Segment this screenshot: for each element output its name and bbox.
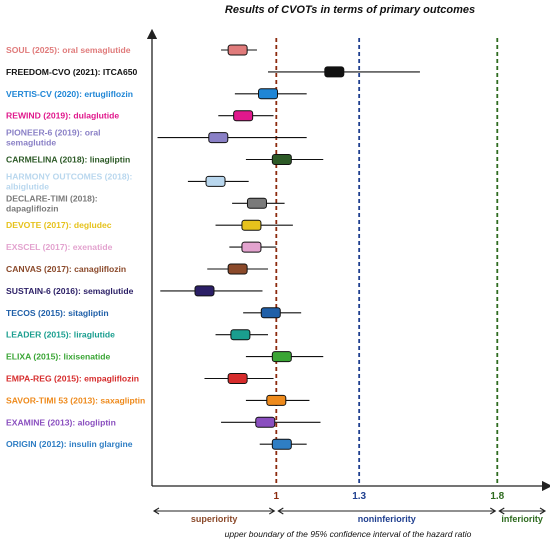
- trial-row: SUSTAIN-6 (2016): semaglutide: [6, 285, 263, 297]
- region-bracket-left-arrow: [152, 507, 160, 515]
- trial-label: EXAMINE (2013): alogliptin: [6, 417, 116, 427]
- trial-row: REWIND (2019): dulaglutide: [6, 110, 274, 122]
- trial-hr-box: [205, 175, 226, 187]
- region-bracket-left-arrow: [277, 507, 284, 515]
- trial-label: EXSCEL (2017): exenatide: [6, 242, 113, 252]
- region-label: inferiority: [501, 514, 543, 524]
- trial-hr-box: [241, 219, 262, 231]
- region-brackets: superiority noninferiority inferiority: [152, 507, 547, 524]
- trial-label: DECLARE-TIMI (2018): dapagliflozin: [6, 193, 98, 213]
- trial-hr-box: [255, 416, 276, 428]
- trial-label: EMPA-REG (2015): empagliflozin: [6, 374, 139, 384]
- trial-row: CANVAS (2017): canagliflozin: [6, 263, 269, 275]
- trial-hr-box: [271, 438, 292, 450]
- axes: [146, 28, 550, 492]
- trial-hr-box: [227, 373, 248, 384]
- trial-hr-box: [233, 110, 254, 122]
- trial-hr-box: [246, 197, 267, 209]
- region-label: noninferiority: [358, 514, 416, 524]
- trial-row: EXSCEL (2017): exenatide: [6, 241, 277, 253]
- trial-label: VERTIS-CV (2020): ertugliflozin: [6, 89, 133, 99]
- reference-line-label-0: 1: [274, 491, 280, 502]
- trial-hr-box: [258, 88, 279, 100]
- trial-label: ORIGIN (2012): insulin glargine: [6, 439, 133, 449]
- trial-row: FREEDOM-CVO (2021): ITCA650: [6, 66, 420, 78]
- region-bracket-right-arrow: [489, 507, 497, 515]
- trial-label: ELIXA (2015): lixisenatide: [6, 352, 110, 362]
- trial-label: SUSTAIN-6 (2016): semaglutide: [6, 286, 134, 296]
- trial-row: PIONEER-6 (2019): oral semaglutide: [6, 128, 307, 148]
- trial-row: EXAMINE (2013): alogliptin: [6, 416, 321, 428]
- trial-hr-box: [271, 154, 292, 165]
- trial-hr-box: [194, 285, 215, 297]
- trial-label: PIONEER-6 (2019): oral semaglutide: [6, 128, 101, 148]
- trial-label: SOUL (2025): oral semaglutide: [6, 45, 131, 55]
- trial-row: HARMONY OUTCOMES (2018): albiglutide: [6, 171, 249, 191]
- trial-row: LEADER (2015): liraglutide: [6, 329, 269, 341]
- reference-line-label-1: 1.3: [352, 491, 366, 502]
- trial-hr-box: [227, 263, 248, 275]
- trial-label: LEADER (2015): liraglutide: [6, 330, 115, 340]
- trial-label: SAVOR-TIMI 53 (2013): saxagliptin: [6, 395, 145, 405]
- trial-label: REWIND (2019): dulaglutide: [6, 111, 119, 121]
- region-label: superiority: [191, 514, 238, 524]
- trial-row: TECOS (2015): sitagliptin: [6, 307, 302, 319]
- trial-hr-box: [208, 132, 229, 144]
- region-0: superiority: [152, 507, 276, 524]
- region-bracket-left-arrow: [498, 507, 505, 515]
- trial-row: VERTIS-CV (2020): ertugliflozin: [6, 88, 307, 100]
- trial-row: DEVOTE (2017): degludec: [6, 219, 293, 231]
- region-bracket-right-arrow: [269, 507, 276, 515]
- trial-row: DECLARE-TIMI (2018): dapagliflozin: [6, 193, 285, 213]
- trial-label: DEVOTE (2017): degludec: [6, 220, 112, 230]
- region-bracket-right-arrow: [539, 507, 547, 515]
- trial-hr-box: [241, 241, 262, 253]
- trial-label: CARMELINA (2018): linagliptin: [6, 155, 130, 165]
- x-axis-caption: upper boundary of the 95% confidence int…: [225, 529, 472, 539]
- trial-row: SAVOR-TIMI 53 (2013): saxagliptin: [6, 394, 310, 406]
- trial-hr-box: [227, 44, 248, 56]
- chart-title: Results of CVOTs in terms of primary out…: [225, 4, 475, 16]
- trial-hr-box: [266, 394, 287, 406]
- trial-row: ELIXA (2015): lixisenatide: [6, 351, 324, 363]
- trial-row: SOUL (2025): oral semaglutide: [6, 44, 257, 56]
- trial-label: FREEDOM-CVO (2021): ITCA650: [6, 67, 138, 77]
- trial-hr-box: [230, 329, 251, 341]
- region-1: noninferiority: [277, 507, 497, 524]
- trial-hr-box: [324, 66, 345, 78]
- reference-lines: [275, 38, 499, 486]
- trial-row: CARMELINA (2018): linagliptin: [6, 154, 324, 165]
- trial-row: ORIGIN (2012): insulin glargine: [6, 438, 307, 450]
- reference-line-label-2: 1.8: [490, 491, 504, 502]
- reference-labels: 1 1.3 1.8: [274, 491, 505, 502]
- trial-label: TECOS (2015): sitagliptin: [6, 308, 109, 318]
- trial-label: CANVAS (2017): canagliflozin: [6, 264, 126, 274]
- trial-row: EMPA-REG (2015): empagliflozin: [6, 373, 274, 384]
- trial-label: HARMONY OUTCOMES (2018): albiglutide: [6, 171, 133, 191]
- trial-hr-box: [260, 307, 281, 319]
- trial-hr-box: [271, 351, 292, 363]
- trial-rows: SOUL (2025): oral semaglutide FREEDOM-CVO…: [6, 44, 420, 450]
- region-2: inferiority: [498, 507, 547, 524]
